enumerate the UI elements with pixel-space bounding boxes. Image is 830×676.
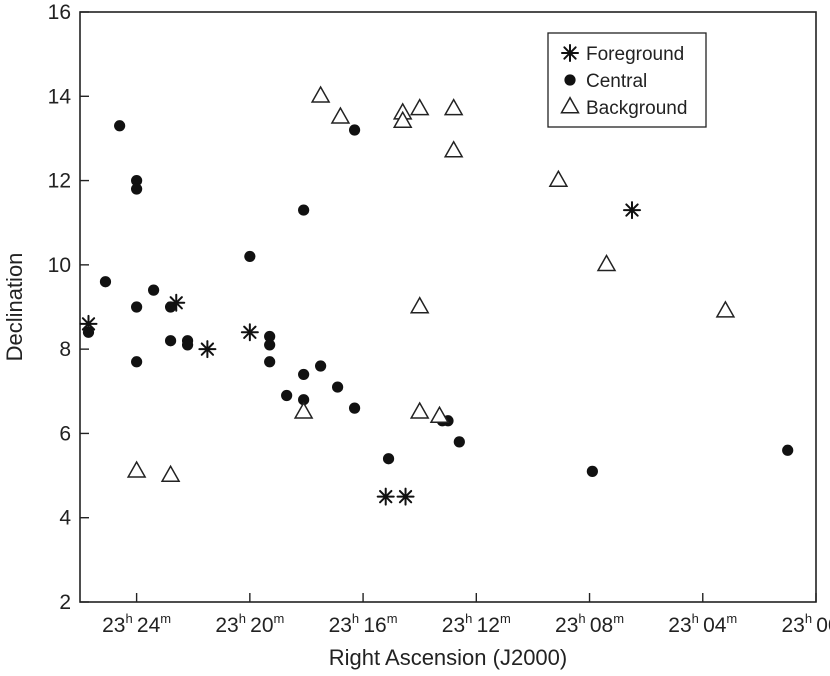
central-point [453,436,465,448]
foreground-point [167,293,186,312]
central-point [298,368,310,381]
x-tick-label: 23h 24m [102,611,171,637]
y-axis: 2 4 6 8 10 12 14 16 [48,1,89,614]
background-point [443,98,464,116]
central-point [264,356,276,368]
legend-item-background: Background [560,96,687,119]
central-point [131,356,143,368]
foreground-point [240,323,259,342]
background-point [596,254,617,272]
background-point [310,85,331,103]
x-tick-label: 23h 04m [668,611,737,637]
central-point [298,204,310,216]
foreground-point [198,340,217,359]
y-tick-label: 8 [59,338,71,361]
central-point [99,276,112,288]
x-tick-label: 23h 00m [782,611,830,637]
central-point [114,120,126,132]
x-tick-label: 23h 16m [329,611,398,637]
background-point [409,401,430,419]
legend-label: Foreground [586,44,684,65]
central-point [164,335,177,347]
central-point [264,330,276,343]
central-point [332,381,344,393]
y-tick-label: 14 [48,85,72,108]
background-point [330,106,351,124]
central-point [382,453,395,465]
background-point [126,460,147,478]
central-point [315,360,327,372]
background-point [548,169,569,188]
y-tick-label: 12 [48,170,71,193]
central-point [244,250,256,263]
foreground-point [79,314,98,333]
y-tick-label: 2 [59,591,71,614]
background-point [443,140,464,158]
plot-frame [79,11,817,603]
data-points [79,85,794,506]
legend-label: Central [586,71,647,92]
foreground-point [396,487,415,506]
central-point [586,465,598,477]
background-point [409,98,430,116]
legend-dot-marker [564,74,576,86]
legend: Foreground Central Background [547,32,707,128]
central-point [131,301,143,313]
y-tick-label: 10 [48,254,71,277]
background-point [715,300,736,318]
background-point [160,464,181,483]
central-point [782,444,794,456]
legend-item-central: Central [564,71,647,92]
background-point [409,296,430,314]
central-point [148,284,160,296]
central-point [264,339,276,351]
central-point [298,394,310,406]
y-tick-label: 4 [59,507,71,530]
central-point [181,339,194,351]
x-tick-label: 23h 12m [442,611,511,637]
legend-label: Background [586,98,687,119]
foreground-point [376,487,395,506]
central-point [348,124,361,136]
y-axis-label: Declination [2,253,27,362]
background-point [429,405,450,424]
y-tick-label: 6 [59,422,71,445]
central-point [164,301,177,313]
central-point [131,183,143,195]
legend-item-foreground: Foreground [561,44,684,65]
legend-asterisk-marker [561,44,579,62]
foreground-point [623,201,641,220]
x-tick-label: 23h 08m [555,611,624,637]
legend-triangle-marker [560,96,580,114]
x-axis: 23h 24m 23h 20m 23h 16m 23h 12m 23h 08m 23h 0… [102,593,830,637]
y-tick-label: 16 [48,1,71,24]
central-point [131,174,143,187]
background-point [392,110,413,129]
background-point [293,401,314,419]
central-point [281,389,293,402]
x-axis-label: Right Ascension (J2000) [329,645,567,670]
central-point [348,402,361,414]
x-tick-label: 23h 20m [215,611,284,637]
